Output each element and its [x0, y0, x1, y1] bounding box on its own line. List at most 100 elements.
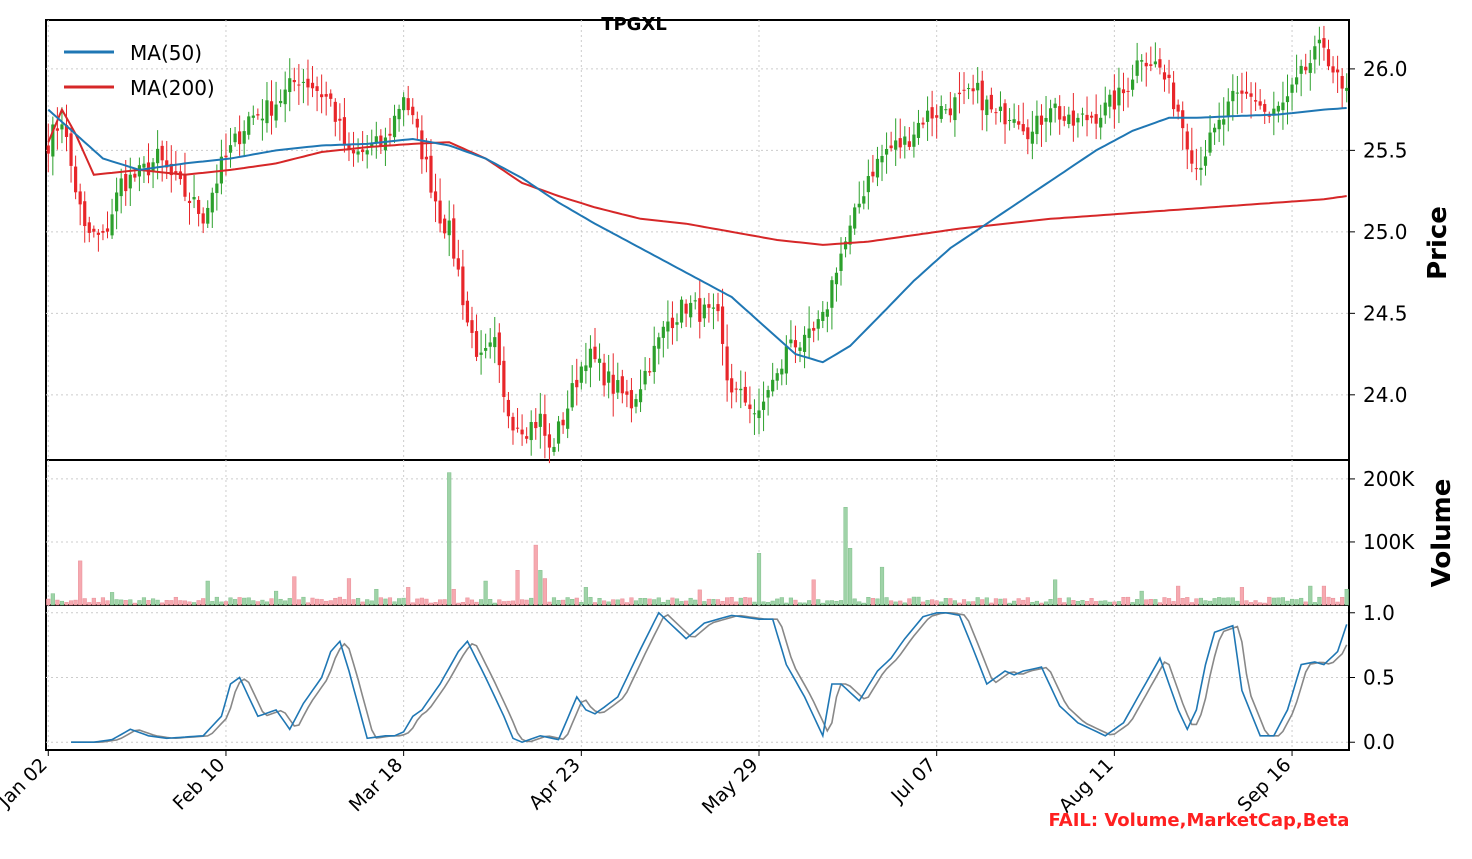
- candle-body: [1048, 108, 1053, 123]
- candle-body: [333, 101, 337, 122]
- volume-bar: [137, 600, 142, 606]
- volume-bar: [1276, 597, 1281, 606]
- volume-bar: [948, 598, 953, 606]
- volume-bar: [1235, 600, 1240, 606]
- candle-body: [502, 360, 506, 398]
- volume-bar: [520, 599, 525, 606]
- candle-body: [812, 327, 816, 331]
- candle-body: [584, 365, 588, 372]
- volume-bar: [811, 579, 816, 606]
- price-tick-label: 25.5: [1363, 138, 1408, 162]
- volume-bar: [196, 600, 201, 606]
- candle-body: [1044, 117, 1048, 122]
- candle-body: [269, 101, 274, 116]
- volume-bar: [365, 599, 370, 606]
- volume-bar: [702, 601, 707, 606]
- volume-bar: [1130, 602, 1135, 606]
- volume-bar: [602, 600, 607, 606]
- candle-body: [119, 178, 123, 197]
- candle-body: [379, 135, 383, 147]
- volume-tick-label: 100K: [1363, 530, 1415, 554]
- volume-bar: [228, 597, 233, 606]
- volume-bar: [160, 602, 165, 606]
- volume-bar: [1007, 602, 1012, 606]
- volume-bar: [1330, 597, 1336, 606]
- candle-body: [215, 183, 219, 194]
- volume-bar: [150, 598, 156, 606]
- volume-bar: [264, 601, 270, 606]
- candle-body: [1112, 90, 1116, 110]
- volume-bar: [1157, 602, 1163, 606]
- volume-bar: [989, 602, 994, 606]
- volume-bar: [447, 472, 452, 606]
- candle-body: [570, 383, 574, 408]
- candle-body: [497, 332, 501, 366]
- volume-bar: [597, 598, 602, 606]
- volume-tick-label: 200K: [1363, 467, 1415, 491]
- price-tick-label: 24.0: [1363, 383, 1408, 407]
- volume-bar: [246, 597, 251, 606]
- volume-bar: [920, 601, 926, 606]
- volume-bar: [693, 599, 698, 606]
- candle-body: [424, 156, 429, 160]
- candle-body: [461, 266, 465, 306]
- candle-body: [320, 94, 324, 98]
- candle-body: [165, 160, 169, 168]
- volume-bar: [647, 598, 652, 606]
- candle-body: [1172, 82, 1176, 110]
- candle-body: [652, 345, 656, 373]
- candle-body: [543, 414, 547, 436]
- candlesticks: [46, 25, 1349, 464]
- candle-body: [105, 228, 110, 232]
- candle-body: [1308, 63, 1312, 73]
- volume-axis-label: Volume: [1427, 479, 1457, 588]
- candle-body: [597, 358, 602, 363]
- candle-body: [1003, 103, 1007, 125]
- volume-bar: [624, 602, 629, 606]
- candle-body: [1117, 87, 1121, 106]
- volume-bar: [529, 597, 534, 606]
- volume-bar: [643, 598, 648, 606]
- volume-bar: [182, 600, 188, 606]
- candle-body: [493, 337, 497, 348]
- candle-body: [898, 138, 902, 148]
- volume-bar: [743, 597, 748, 606]
- volume-bar: [556, 600, 561, 606]
- candle-body: [793, 340, 798, 348]
- volume-bar: [356, 598, 361, 606]
- candle-body: [1254, 100, 1258, 102]
- candle-body: [693, 300, 697, 302]
- volume-bar: [838, 600, 844, 606]
- volume-bar: [665, 599, 670, 606]
- candle-body: [110, 214, 114, 236]
- volume-bar: [756, 553, 762, 606]
- candle-body: [689, 302, 693, 318]
- candle-body: [1235, 92, 1239, 94]
- volume-bar: [392, 601, 397, 606]
- volume-bar: [588, 597, 593, 606]
- candle-body: [397, 108, 401, 120]
- candle-body: [802, 334, 807, 352]
- volume-bar: [775, 598, 780, 606]
- candle-body: [46, 145, 50, 154]
- candle-body: [415, 118, 419, 128]
- volume-bar: [980, 599, 985, 606]
- volume-bar: [374, 588, 379, 606]
- candle-body: [998, 106, 1003, 111]
- volume-bar: [501, 601, 506, 606]
- volume-bar: [324, 600, 329, 606]
- candle-body: [716, 304, 720, 312]
- volume-bar: [738, 597, 743, 606]
- volume-bar: [1253, 600, 1258, 606]
- candle-body: [1326, 49, 1331, 67]
- volume-bar: [1089, 598, 1094, 606]
- candle-body: [752, 413, 757, 415]
- candle-body: [666, 321, 670, 332]
- candle-body: [78, 191, 82, 205]
- volume-bar: [410, 602, 415, 606]
- candle-body: [675, 322, 679, 325]
- candle-body: [1263, 104, 1267, 112]
- candle-body: [256, 114, 260, 116]
- candle-body: [670, 317, 675, 329]
- candle-body: [192, 196, 196, 200]
